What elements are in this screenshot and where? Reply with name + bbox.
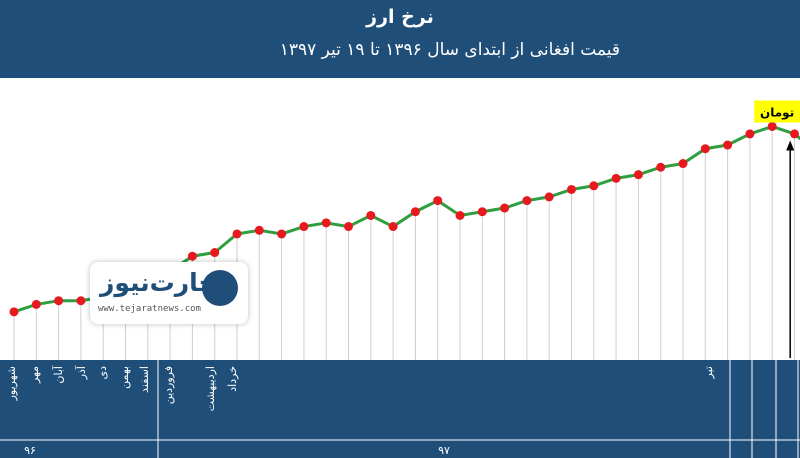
month-label: اسفند: [138, 366, 151, 393]
data-point: [767, 121, 777, 131]
year-labels: ۹۶ ۹۷: [24, 444, 450, 457]
plot-area: ۱۲۳ تومان: [9, 100, 800, 360]
annotation-callout: ۱۲۳ تومان: [754, 100, 800, 358]
month-label: مهر: [28, 366, 41, 384]
logo-name: تجارت‌نیوز: [100, 268, 226, 297]
month-label: بهمن: [118, 366, 131, 389]
data-point: [678, 159, 688, 169]
data-point: [745, 129, 755, 139]
year-label: ۹۶: [24, 444, 36, 457]
tejaratnews-logo: تجارت‌نیوز www.tejaratnews.com: [90, 262, 248, 324]
data-point: [790, 129, 799, 139]
data-point: [611, 173, 621, 183]
chart-subtitle: قیمت افغانی از ابتدای سال ۱۳۹۶ تا ۱۹ تیر…: [279, 40, 620, 60]
data-point: [210, 248, 220, 258]
data-point: [31, 299, 41, 309]
month-label: خرداد: [226, 366, 239, 392]
data-point: [410, 207, 420, 217]
data-point: [321, 218, 331, 228]
logo-url: www.tejaratnews.com: [98, 304, 201, 314]
month-label: تیر: [702, 366, 715, 379]
month-label: آذر: [74, 365, 88, 380]
data-point: [187, 251, 197, 261]
chart-header: نرخ ارز قیمت افغانی از ابتدای سال ۱۳۹۶ ت…: [0, 0, 800, 78]
data-point: [254, 225, 264, 235]
x-axis-band: شهریور مهر آبان آذر دی بهمن اسفند فروردین اردیبه…: [0, 360, 800, 458]
data-point: [366, 210, 376, 220]
data-point: [500, 203, 510, 213]
data-point: [299, 222, 309, 232]
data-point: [567, 184, 576, 194]
data-point: [544, 192, 554, 202]
data-point: [455, 210, 465, 220]
data-point: [388, 222, 398, 232]
data-point: [700, 144, 710, 154]
data-point: [477, 207, 487, 217]
chart-title: نرخ ارز: [366, 6, 434, 28]
data-point: [54, 296, 64, 306]
data-point: [433, 196, 443, 206]
data-point: [522, 196, 532, 206]
callout-arrowhead: [786, 140, 795, 151]
data-point: [344, 222, 353, 232]
month-labels: شهریور مهر آبان آذر دی بهمن اسفند فروردین اردیبه…: [5, 365, 715, 411]
data-point: [9, 307, 19, 317]
axis-dividers: [0, 360, 800, 458]
data-point: [589, 181, 599, 191]
data-point: [656, 162, 666, 172]
data-point: [277, 229, 287, 239]
data-point: [633, 170, 643, 180]
month-label: اردیبهشت: [204, 366, 217, 411]
data-point: [232, 229, 242, 239]
data-point: [76, 296, 86, 306]
logo-mark-icon: [202, 270, 238, 306]
callout-box: [754, 100, 800, 123]
month-label: آبان: [51, 365, 65, 383]
month-label: دی: [96, 366, 109, 380]
data-point: [723, 140, 733, 150]
month-label: فروردین: [162, 366, 175, 404]
month-label: شهریور: [5, 366, 18, 401]
year-label: ۹۷: [438, 444, 450, 457]
callout-label: ۱۲۳ تومان: [760, 105, 800, 120]
